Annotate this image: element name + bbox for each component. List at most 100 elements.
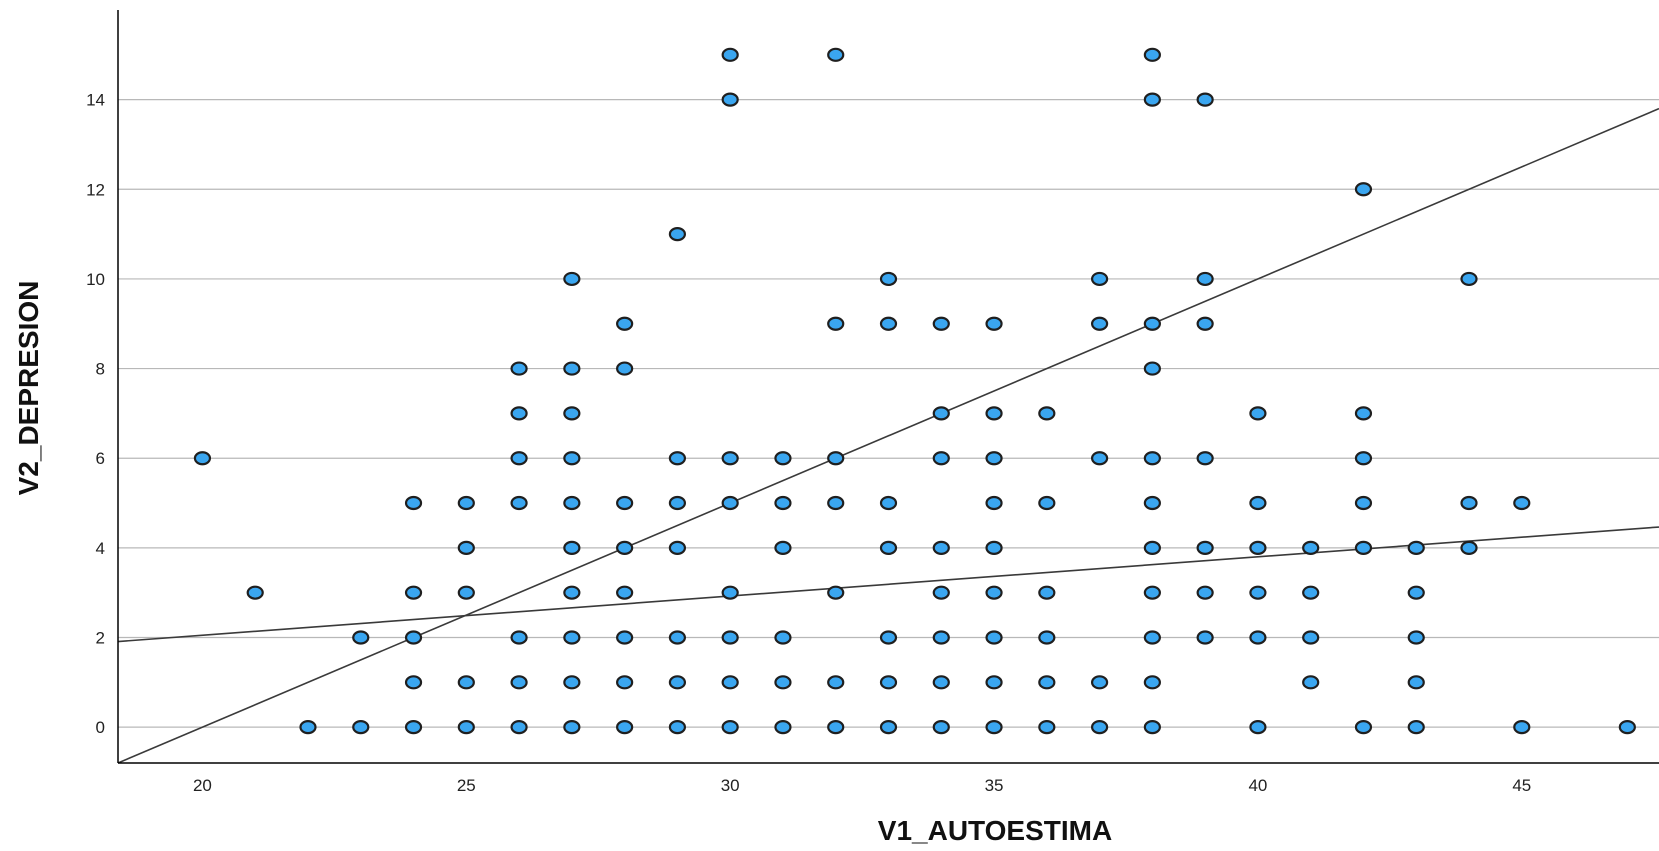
data-point <box>879 540 898 555</box>
data-point <box>721 47 739 62</box>
data-point <box>1090 271 1109 287</box>
data-point <box>668 675 687 690</box>
data-point <box>827 316 845 331</box>
y-tick-label: 14 <box>86 91 105 110</box>
data-point <box>1143 92 1161 107</box>
data-point <box>932 585 950 600</box>
x-tick-label: 35 <box>985 776 1004 795</box>
data-point <box>1618 720 1636 735</box>
data-point <box>563 630 581 645</box>
data-point <box>774 451 792 466</box>
data-point <box>1143 361 1161 376</box>
data-point <box>1143 47 1161 62</box>
data-point <box>668 720 687 735</box>
data-point <box>1302 585 1320 600</box>
data-point <box>1196 92 1214 107</box>
data-point <box>1460 271 1478 287</box>
data-point <box>827 47 845 62</box>
data-point <box>457 540 475 555</box>
data-point <box>879 675 898 690</box>
data-point <box>932 540 950 555</box>
data-point <box>1196 451 1214 466</box>
data-point <box>193 451 212 466</box>
fit-lines <box>117 107 1659 764</box>
x-tick-label: 25 <box>457 776 476 795</box>
data-point <box>510 451 528 466</box>
data-point <box>1196 630 1214 645</box>
data-point <box>563 585 581 600</box>
data-point <box>827 720 845 735</box>
data-point <box>985 585 1003 600</box>
y-tick-label: 4 <box>96 539 105 558</box>
data-point <box>879 316 898 331</box>
data-point <box>932 630 950 645</box>
data-point <box>616 675 634 690</box>
data-point <box>1143 316 1161 331</box>
data-point <box>985 451 1003 466</box>
data-point <box>1513 495 1531 511</box>
data-point <box>1354 451 1373 466</box>
data-point <box>1249 406 1267 421</box>
data-point <box>404 495 423 511</box>
data-point <box>457 720 475 735</box>
data-point <box>1354 406 1373 421</box>
data-point <box>1196 585 1214 600</box>
data-point <box>879 630 898 645</box>
y-tick-label: 8 <box>96 360 105 379</box>
data-point <box>1090 451 1109 466</box>
data-point <box>985 495 1003 511</box>
data-point <box>1354 540 1373 555</box>
data-point <box>352 720 370 735</box>
data-point <box>985 675 1003 690</box>
data-point <box>668 630 687 645</box>
data-point <box>299 720 317 735</box>
data-point <box>668 451 687 466</box>
data-point <box>563 540 581 555</box>
data-point <box>1249 720 1267 735</box>
data-point <box>563 495 581 511</box>
data-point <box>563 406 581 421</box>
tick-labels: 0 2 4 6 8 10 12 14 20 25 30 35 40 45 <box>86 91 1531 795</box>
x-tick-label: 30 <box>721 776 740 795</box>
fit-line-2 <box>117 526 1659 643</box>
x-tick-label: 40 <box>1248 776 1267 795</box>
y-tick-label: 10 <box>86 270 105 289</box>
data-point <box>1143 585 1161 600</box>
data-point <box>457 495 475 511</box>
data-point <box>721 92 739 107</box>
data-point <box>404 585 423 600</box>
data-point <box>1196 271 1214 287</box>
data-point <box>563 720 581 735</box>
data-point <box>827 495 845 511</box>
data-point <box>563 451 581 466</box>
data-point <box>985 540 1003 555</box>
data-point <box>1354 182 1373 197</box>
data-point <box>510 720 528 735</box>
data-point <box>932 720 950 735</box>
data-point <box>1460 495 1478 511</box>
data-point <box>1354 495 1373 511</box>
data-point <box>1038 720 1056 735</box>
data-point <box>668 540 687 555</box>
x-tick-label: 45 <box>1512 776 1531 795</box>
data-point <box>721 451 739 466</box>
data-point <box>668 227 687 242</box>
data-point <box>1302 630 1320 645</box>
data-point <box>1038 495 1056 511</box>
data-point <box>1460 540 1478 555</box>
y-tick-label: 0 <box>96 718 105 737</box>
data-point <box>985 630 1003 645</box>
data-point <box>932 406 950 421</box>
data-point <box>985 406 1003 421</box>
data-point <box>563 271 581 287</box>
data-point <box>827 675 845 690</box>
y-tick-label: 12 <box>86 180 105 199</box>
data-points <box>193 47 1636 735</box>
data-point <box>721 720 739 735</box>
data-point <box>1038 675 1056 690</box>
data-point <box>616 540 634 555</box>
data-point <box>1249 540 1267 555</box>
y-axis-title: V2_DEPRESION <box>13 281 44 496</box>
data-point <box>932 451 950 466</box>
